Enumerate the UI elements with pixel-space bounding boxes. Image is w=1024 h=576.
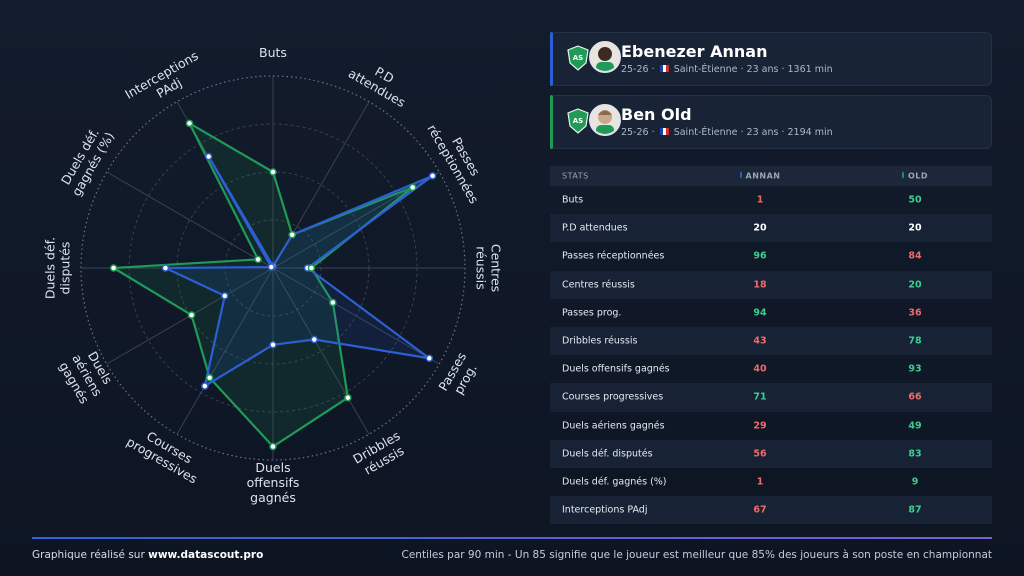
radar-point (269, 442, 277, 451)
footer-rule (32, 537, 992, 539)
stat-name: Interceptions PAdj (562, 504, 648, 516)
radar-point (408, 183, 417, 192)
stat-name: Duels aériens gagnés (562, 420, 665, 432)
radar-point (428, 172, 437, 180)
axis-label: Coursesprogressives (124, 421, 207, 487)
axis-label: Duels déf.disputés (43, 237, 73, 299)
age: 23 ans (746, 127, 779, 138)
stat-name: Courses progressives (562, 391, 664, 403)
stat-name: Duels offensifs gagnés (562, 363, 670, 375)
radar-point (344, 393, 352, 402)
stat-name: Dribbles réussis (562, 335, 638, 347)
spoke (176, 267, 274, 435)
stat-name: Duels déf. disputés (562, 448, 653, 460)
table-row: P.D attendues 20 20 (550, 214, 992, 243)
axis-label: Duels déf.gagnés (%) (56, 122, 118, 199)
radar-point (425, 354, 434, 362)
season: 25-26 (621, 127, 649, 138)
radar-point (254, 255, 262, 264)
radar-point (267, 263, 276, 271)
player-color-bar (550, 95, 553, 149)
table-row: Duels déf. gagnés (%) 1 9 (562, 476, 919, 488)
club: Saint-Étienne (673, 127, 738, 138)
player-info: 25-26 · Saint-Étienne · 23 ans · 1361 mi… (621, 64, 833, 75)
header-cell: STATS (562, 171, 589, 181)
radar-point (201, 382, 209, 390)
radar-point (205, 373, 214, 382)
radar-point (187, 311, 196, 319)
axis-label: Passesprog. (435, 350, 482, 401)
stat-name: Passes prog. (562, 307, 622, 319)
radar-point (307, 264, 316, 272)
axis-label: Centresréussis (474, 244, 504, 292)
minutes: 1361 min (787, 64, 833, 75)
credit-text: Graphique réalisé sur (32, 549, 145, 561)
flag (659, 65, 669, 72)
axis-label: Buts (259, 45, 287, 60)
table-row: Dribbles réussis 43 78 (550, 326, 992, 356)
axis-label: Dribblesréussis (350, 428, 410, 480)
radar-point (161, 264, 170, 272)
spoke (106, 171, 274, 269)
table-row: Buts 1 50 (562, 194, 922, 206)
svg-text:AS: AS (573, 54, 583, 62)
spoke (272, 267, 370, 435)
player-avatar (589, 41, 621, 73)
header-text: OLD (907, 171, 929, 181)
axis-label: Duelsaériensgagnés (56, 344, 118, 406)
flag (659, 128, 669, 135)
stat-name: P.D attendues (562, 222, 628, 234)
header-text: ANNAN (745, 171, 781, 181)
table-row: Passes prog. 94 36 (562, 307, 922, 319)
table-row: Centres réussis 18 20 (550, 270, 992, 299)
radar-point (109, 264, 118, 272)
svg-text:AS: AS (573, 117, 583, 125)
stat-name: Centres réussis (562, 279, 635, 291)
minutes: 2194 min (787, 127, 833, 138)
radar-point (329, 298, 337, 307)
age: 23 ans (746, 64, 779, 75)
table-row: Interceptions PAdj 67 87 (550, 496, 992, 525)
radar-point (269, 341, 277, 349)
radar-point (288, 230, 296, 239)
table-row: Duels déf. disputés 56 83 (550, 439, 992, 468)
table-row: Courses progressives 71 66 (550, 383, 992, 412)
club-logo: AS (567, 45, 589, 71)
stat-name: Passes réceptionnées (562, 250, 665, 262)
spoke (272, 267, 440, 365)
stats-table: STATS ANNAN OLD Buts 1 50 P.D attendues 20 20… (550, 166, 992, 525)
footer-credit: Graphique réalisé sur www.datascout.pro (32, 549, 263, 561)
player-name: Ebenezer Annan (621, 42, 768, 61)
club: Saint-Étienne (673, 64, 738, 75)
club-logo: AS (567, 108, 589, 134)
radar-point (310, 335, 319, 344)
stat-name: Buts (562, 194, 584, 206)
radar-point (204, 152, 213, 161)
table-row: Duels offensifs gagnés 40 93 (562, 363, 922, 375)
player-color-bar (550, 32, 553, 86)
radar-point (221, 292, 229, 300)
table-header: STATS ANNAN OLD (550, 166, 992, 186)
player-name: Ben Old (621, 105, 692, 124)
table-row: Passes réceptionnées 96 84 (562, 250, 922, 262)
radar-point (185, 119, 194, 128)
radar-point (269, 168, 277, 176)
stat-name: Duels déf. gagnés (%) (562, 476, 667, 488)
axis-label: InterceptionsPAdj (122, 48, 208, 115)
footer-note: Centiles par 90 min - Un 85 signifie que… (401, 549, 993, 561)
player-avatar (589, 104, 621, 136)
axis-label: Duels offensifs gagnés (247, 460, 300, 505)
axis-label: Passesréceptionnées (424, 114, 494, 206)
credit-site: www.datascout.pro (148, 549, 264, 561)
table-row: Duels aériens gagnés 29 49 (562, 420, 922, 432)
axis-label: P.Dattendues (346, 53, 416, 111)
player-info: 25-26 · Saint-Étienne · 23 ans · 2194 mi… (621, 127, 833, 138)
player-card: AS Ebenezer Annan 25-26 · Saint-Étienne … (550, 32, 992, 86)
season: 25-26 (621, 64, 649, 75)
player-card: AS Ben Old 25-26 · Saint-Étienne · 23 an… (550, 95, 992, 149)
